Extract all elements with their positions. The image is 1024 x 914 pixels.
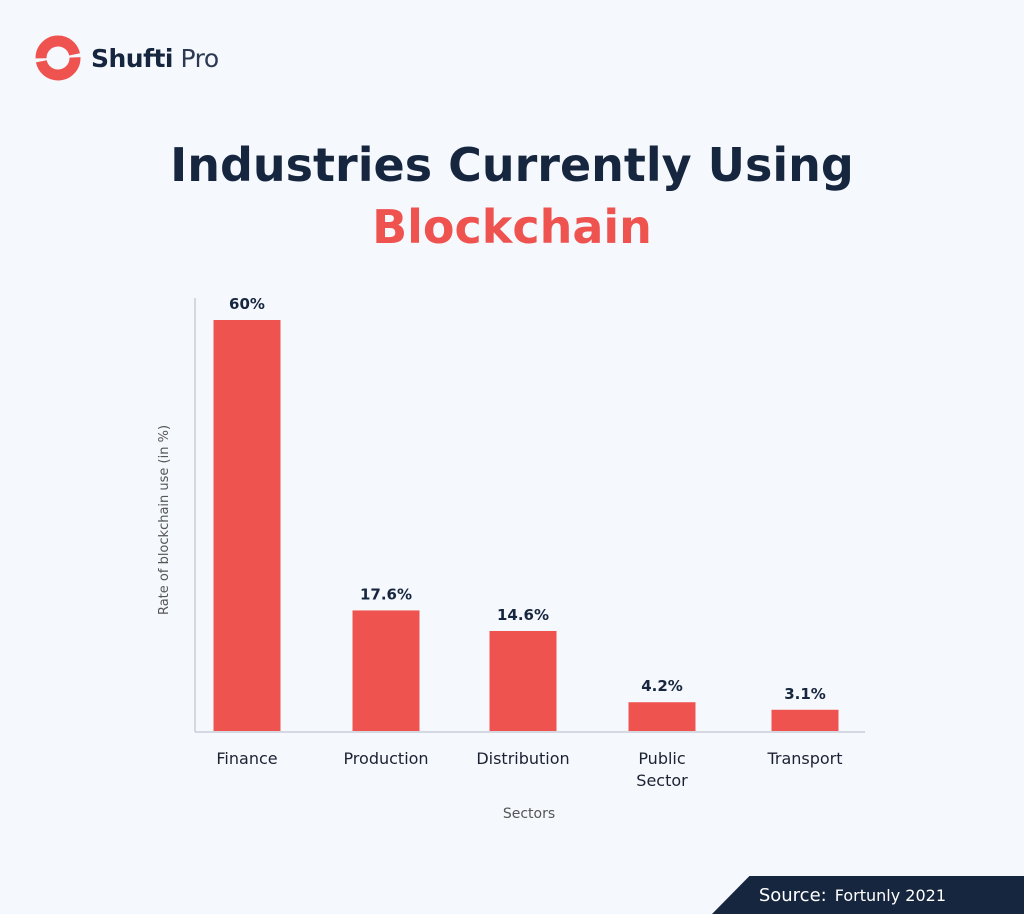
bar-0 — [213, 320, 281, 731]
logo-ring-icon — [35, 35, 81, 81]
category-label-3: Public — [638, 749, 685, 768]
bar-4 — [771, 709, 839, 731]
data-label-0: 60% — [229, 295, 265, 313]
category-label-2: Distribution — [476, 749, 569, 768]
logo-suffix: Pro — [180, 43, 219, 73]
brand-logo: Shufti Pro — [33, 33, 219, 83]
logo-name: Shufti — [91, 43, 174, 73]
bar-3 — [628, 702, 696, 731]
source-label: Source: — [758, 884, 827, 906]
x-axis-label: Sectors — [503, 806, 555, 822]
data-label-2: 14.6% — [497, 606, 549, 624]
category-label-3: Sector — [636, 771, 688, 790]
data-label-4: 3.1% — [784, 685, 826, 703]
data-label-3: 4.2% — [641, 677, 683, 695]
source-banner: Source: Fortunly 2021 — [712, 876, 1024, 914]
title-line-1: Industries Currently Using — [170, 138, 854, 192]
category-label-4: Transport — [766, 749, 842, 768]
y-axis-label: Rate of blockchain use (in %) — [157, 425, 172, 615]
data-label-1: 17.6% — [360, 585, 412, 603]
source-value: Fortunly 2021 — [834, 885, 946, 905]
category-label-1: Production — [343, 749, 428, 768]
category-label-0: Finance — [216, 749, 277, 768]
bar-2 — [489, 630, 557, 731]
bar-1 — [352, 610, 420, 731]
title-line-2: Blockchain — [372, 200, 652, 254]
